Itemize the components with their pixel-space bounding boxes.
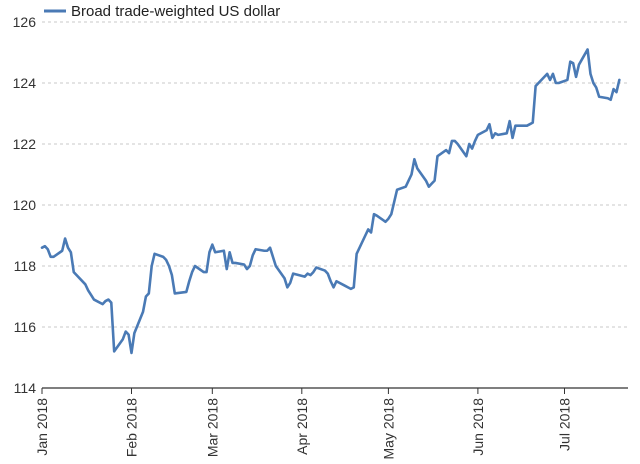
x-tick-label: Jul 2018: [556, 398, 572, 451]
gridlines: [42, 21, 628, 328]
y-tick-label: 120: [13, 197, 37, 213]
y-tick-label: 122: [13, 136, 37, 152]
x-tick-label: Jun 2018: [470, 398, 486, 456]
y-tick-label: 114: [14, 380, 37, 396]
legend-label: Broad trade-weighted US dollar: [71, 3, 280, 20]
x-tick-label: Mar 2018: [204, 398, 220, 457]
y-tick-label: 124: [13, 75, 37, 91]
x-tick-label: May 2018: [380, 398, 396, 460]
x-tick-label: Jan 2018: [34, 398, 50, 456]
y-tick-label: 118: [14, 258, 37, 274]
legend: Broad trade-weighted US dollar: [44, 3, 280, 20]
x-tick-label: Apr 2018: [294, 398, 310, 455]
series-line-0: [40, 48, 621, 355]
x-tick-label: Feb 2018: [123, 398, 139, 457]
y-tick-label: 126: [13, 14, 37, 30]
y-tick-label: 116: [14, 319, 37, 335]
axes: 114 116 118 120 122 124 126 Jan 2018 Feb 2018 Mar…: [13, 14, 628, 459]
series-lines: [40, 48, 621, 355]
